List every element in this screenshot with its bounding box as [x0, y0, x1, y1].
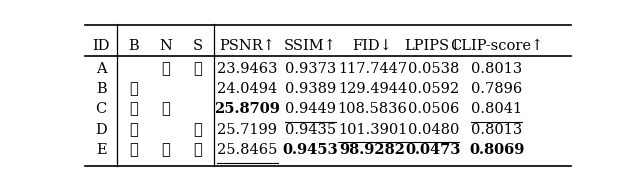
Text: A: A [96, 62, 106, 76]
Text: B: B [96, 82, 106, 96]
Text: 0.0473: 0.0473 [406, 143, 461, 157]
Text: 117.7447: 117.7447 [338, 62, 407, 76]
Text: SSIM↑: SSIM↑ [284, 39, 337, 53]
Text: ✓: ✓ [193, 123, 202, 137]
Text: ✓: ✓ [129, 102, 138, 116]
Text: 0.0538: 0.0538 [408, 62, 459, 76]
Text: D: D [95, 123, 107, 137]
Text: ✓: ✓ [193, 143, 202, 157]
Text: ID: ID [92, 39, 110, 53]
Text: 25.7199: 25.7199 [218, 123, 277, 137]
Text: PSNR↑: PSNR↑ [220, 39, 275, 53]
Text: ✓: ✓ [193, 62, 202, 76]
Text: 25.8709: 25.8709 [214, 102, 280, 116]
Text: 0.0480: 0.0480 [408, 123, 459, 137]
Text: 0.0506: 0.0506 [408, 102, 459, 116]
Text: 23.9463: 23.9463 [217, 62, 278, 76]
Text: 0.0592: 0.0592 [408, 82, 459, 96]
Text: E: E [96, 143, 106, 157]
Text: 0.8013: 0.8013 [471, 123, 522, 137]
Text: 0.9453: 0.9453 [283, 143, 339, 157]
Text: LPIPS↓: LPIPS↓ [404, 39, 462, 53]
Text: S: S [193, 39, 203, 53]
Text: 0.8041: 0.8041 [471, 102, 522, 116]
Text: 0.9435: 0.9435 [285, 123, 336, 137]
Text: 0.8069: 0.8069 [469, 143, 524, 157]
Text: 24.0494: 24.0494 [217, 82, 278, 96]
Text: ✓: ✓ [161, 62, 170, 76]
Text: 0.9389: 0.9389 [285, 82, 336, 96]
Text: 129.4944: 129.4944 [338, 82, 407, 96]
Text: 0.9449: 0.9449 [285, 102, 336, 116]
Text: CLIP-score↑: CLIP-score↑ [450, 39, 543, 53]
Text: ✓: ✓ [161, 102, 170, 116]
Text: FID↓: FID↓ [353, 39, 392, 53]
Text: 98.9282: 98.9282 [340, 143, 406, 157]
Text: N: N [159, 39, 172, 53]
Text: 0.8013: 0.8013 [471, 62, 522, 76]
Text: ✓: ✓ [129, 123, 138, 137]
Text: ✓: ✓ [129, 82, 138, 96]
Text: 0.7896: 0.7896 [471, 82, 522, 96]
Text: 25.8465: 25.8465 [217, 143, 278, 157]
Text: 101.3901: 101.3901 [338, 123, 407, 137]
Text: ✓: ✓ [161, 143, 170, 157]
Text: 108.5836: 108.5836 [338, 102, 408, 116]
Text: ✓: ✓ [129, 143, 138, 157]
Text: B: B [128, 39, 139, 53]
Text: 0.9373: 0.9373 [285, 62, 336, 76]
Text: C: C [95, 102, 107, 116]
